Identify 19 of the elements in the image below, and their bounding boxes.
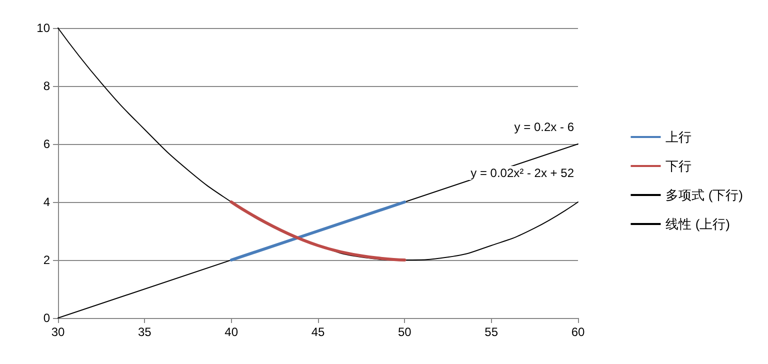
y-tick-label: 0 — [43, 311, 50, 325]
x-tick-label: 40 — [224, 325, 238, 339]
y-tick-label: 8 — [43, 79, 50, 93]
x-tick-label: 60 — [571, 325, 585, 339]
x-tick-label: 50 — [398, 325, 412, 339]
x-tick-label: 30 — [51, 325, 65, 339]
x-tick-label: 45 — [311, 325, 325, 339]
legend-label: 多项式 (下行) — [666, 188, 744, 202]
y-tick-label: 4 — [43, 195, 50, 209]
legend-label: 上行 — [666, 130, 692, 144]
y-tick-label: 10 — [36, 21, 50, 35]
x-tick-label: 55 — [484, 325, 498, 339]
y-tick-label: 2 — [43, 253, 50, 267]
legend-label: 线性 (上行) — [666, 216, 730, 232]
y-tick-label: 6 — [43, 137, 50, 151]
annotation: y = 0.02x² - 2x + 52 — [470, 166, 574, 180]
annotation: y = 0.2x - 6 — [514, 120, 574, 134]
x-tick-label: 35 — [138, 325, 152, 339]
legend-label: 下行 — [666, 158, 692, 174]
